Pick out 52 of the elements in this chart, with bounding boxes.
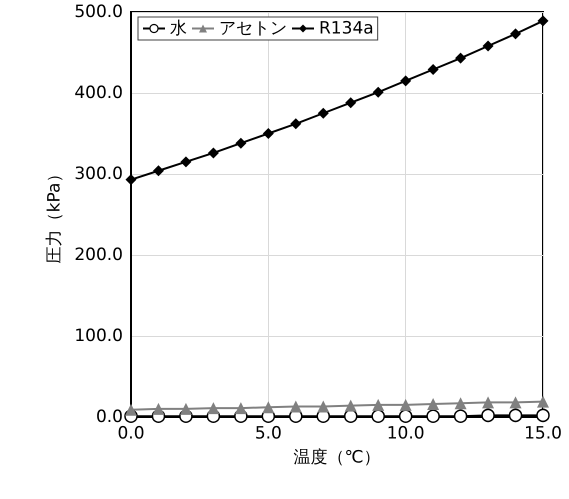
point [400,75,412,86]
point [510,396,522,408]
y-axis-title: 圧力（kPa） [44,166,64,264]
y-tick-label: 200.0 [74,245,123,265]
point [482,40,494,52]
point [207,402,220,414]
point [508,408,522,422]
point [537,396,549,408]
point [372,86,384,98]
point [345,97,356,108]
x-tick-label: 5.0 [254,424,282,444]
point [428,64,439,76]
point [180,156,192,168]
legend-label: 水 [170,18,187,38]
point [482,396,494,408]
point [262,128,274,139]
point [454,397,467,410]
point [372,398,384,411]
point [152,165,164,176]
x-axis-title: 温度（℃） [293,448,381,468]
legend-label: アセトン [219,18,287,38]
point [208,147,219,158]
point [318,108,329,119]
y-tick-label: 300.0 [74,164,123,184]
x-tick-label: 15.0 [524,424,562,444]
point [234,402,247,414]
point [317,400,330,412]
point [290,400,302,412]
point [262,401,274,414]
point [510,28,522,40]
point [427,398,440,410]
point [536,408,550,422]
point [454,409,468,423]
point [126,174,136,186]
legend-label: R134a [319,18,374,38]
point [152,402,164,415]
y-tick-label: 500.0 [74,2,123,22]
point [398,409,412,423]
point [538,15,548,26]
point [400,398,412,411]
point [371,409,385,423]
point [344,400,357,412]
point [125,404,137,416]
y-tick-label: 400.0 [74,83,123,103]
x-tick-label: 10.0 [386,424,425,444]
point [235,138,246,149]
point [290,118,302,130]
point [481,408,495,422]
y-tick-label: 100.0 [74,326,123,346]
point [180,402,192,415]
point [455,52,466,64]
point [426,409,440,423]
